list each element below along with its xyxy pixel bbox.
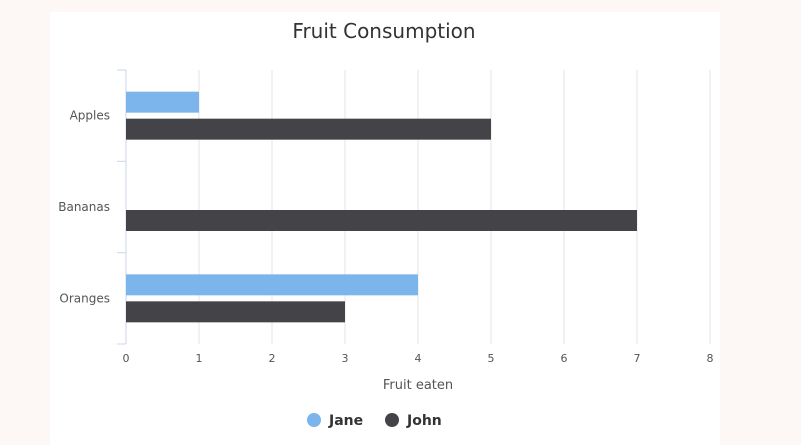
axes [117,69,127,345]
category-label: Oranges [59,291,110,305]
category-label: Apples [70,109,110,123]
labels: 0 1 2 3 4 5 6 7 8 Apples Bananas Oranges [58,109,713,365]
bar-chart: Fruit Consumption 0 1 2 3 4 5 6 7 8 Apples Bananas… [58,19,713,429]
x-tick-label: 5 [488,352,495,365]
legend-marker-jane [307,413,321,427]
x-tick-label: 6 [561,352,568,365]
bar-john-oranges [126,301,345,323]
bars [126,91,637,323]
x-axis-title: Fruit eaten [383,378,453,393]
legend-marker-john [385,413,399,427]
category-label: Bananas [58,200,110,214]
legend-label: John [406,413,442,429]
bar-john-bananas [126,210,637,231]
x-tick-label: 7 [634,352,641,365]
chart-card: Fruit Consumption 0 1 2 3 4 5 6 7 8 Apples Bananas… [50,12,720,445]
x-tick-label: 4 [415,352,422,365]
x-tick-label: 1 [196,352,203,365]
bar-jane-apples [126,91,199,113]
grid-lines [198,70,711,344]
bar-john-apples [126,118,491,140]
x-tick-label: 8 [707,352,714,365]
bar-jane-oranges [126,274,418,296]
x-tick-label: 0 [123,352,130,365]
legend-label: Jane [328,413,363,429]
x-tick-label: 2 [269,352,276,365]
x-tick-label: 3 [342,352,349,365]
legend: Jane John [307,413,442,429]
chart-title: Fruit Consumption [292,19,475,43]
